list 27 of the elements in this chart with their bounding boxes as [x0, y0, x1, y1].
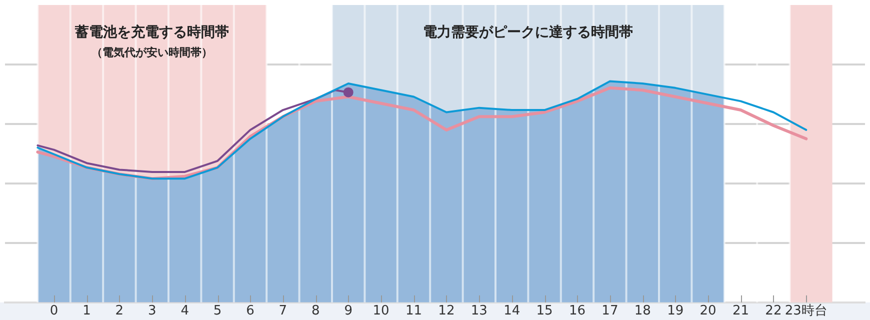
- x-tick-label: 4: [180, 304, 189, 319]
- x-tick-label: 16: [568, 304, 586, 319]
- x-tick-label: 23時台: [784, 304, 828, 319]
- x-tick-label: 14: [504, 304, 520, 319]
- band-label: 蓄電池を充電する時間帯: [74, 24, 230, 41]
- x-tick-label: 21: [732, 304, 750, 319]
- x-tick-label: 8: [312, 304, 320, 319]
- x-tick-label: 0: [50, 304, 58, 319]
- x-tick-label: 3: [148, 304, 156, 319]
- x-tick-label: 17: [602, 304, 618, 319]
- text: （電気代が安い時間帯）: [92, 46, 213, 59]
- x-tick-label: 1: [82, 304, 91, 319]
- x-tick-label: 11: [405, 304, 422, 319]
- x-tick-label: 5: [213, 304, 222, 319]
- x-tick-label: 15: [536, 304, 553, 319]
- x-tick-label: 22: [765, 304, 782, 319]
- x-tick-label: 19: [667, 304, 684, 319]
- x-tick-label: 13: [470, 304, 488, 319]
- band-label: 電力需要がピークに達する時間帯: [423, 24, 634, 41]
- x-tick-label: 10: [372, 304, 390, 319]
- x-tick-label: 18: [634, 304, 651, 319]
- x-tick-label: 12: [438, 304, 455, 319]
- x-tick-label: 20: [700, 304, 716, 319]
- x-tick-label: 9: [344, 304, 352, 319]
- x-tick-label: 6: [246, 304, 254, 319]
- x-tick-label: 7: [278, 304, 288, 319]
- x-tick-label: 2: [115, 304, 124, 319]
